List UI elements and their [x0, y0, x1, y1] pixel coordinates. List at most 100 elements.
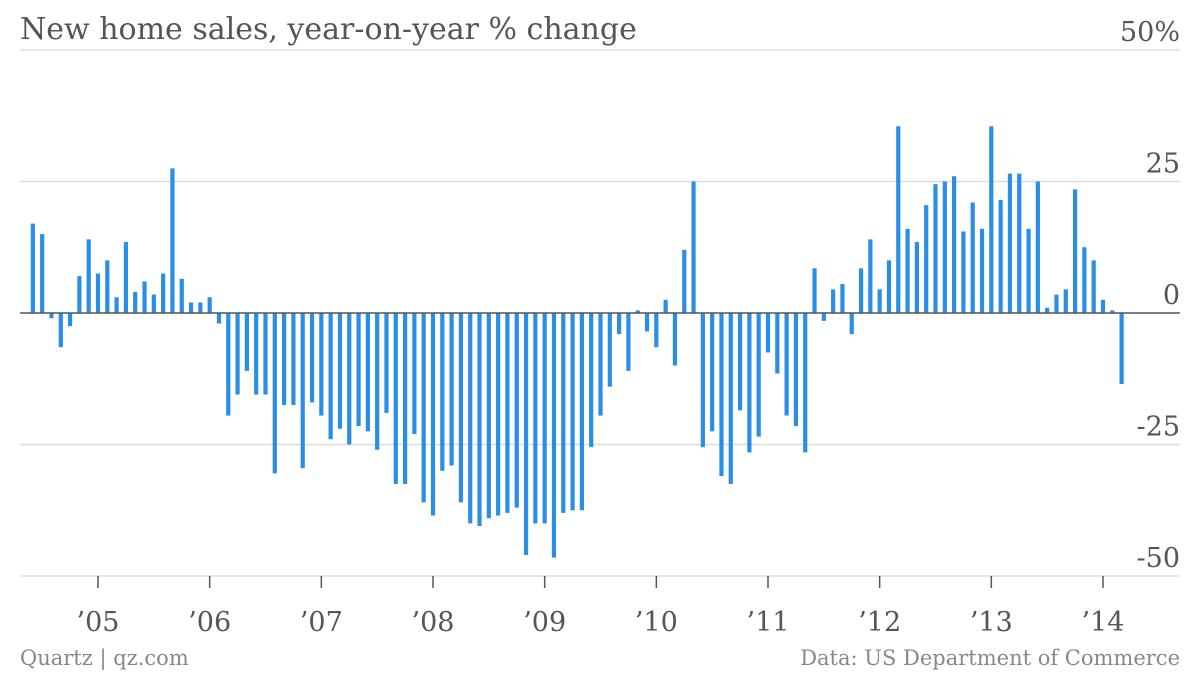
bar-99 [952, 176, 957, 313]
bar-35 [356, 313, 361, 427]
bar-70 [682, 249, 687, 313]
source-credit: Quartz | qz.com [20, 646, 189, 670]
bar-22 [235, 313, 240, 395]
bar-38 [384, 313, 389, 413]
bar-71 [691, 181, 696, 313]
bar-100 [961, 231, 966, 313]
bar-83 [803, 313, 808, 453]
bar-113 [1082, 247, 1087, 313]
bar-86 [831, 289, 836, 313]
bar-3 [58, 313, 63, 348]
bar-74 [719, 313, 724, 477]
bar-49 [486, 313, 491, 519]
bar-87 [840, 284, 845, 313]
bar-36 [365, 313, 370, 432]
x-tick-label-1: ’06 [188, 607, 231, 638]
bar-48 [477, 313, 482, 527]
bar-112 [1072, 189, 1078, 313]
x-tick-label-5: ’10 [635, 607, 678, 638]
bar-64 [626, 313, 631, 371]
bar-43 [430, 313, 436, 516]
x-tick-label-4: ’09 [523, 607, 566, 638]
bar-55 [542, 313, 547, 524]
bar-37 [375, 313, 380, 450]
bar-27 [282, 313, 287, 406]
bar-16 [179, 278, 184, 313]
bar-76 [737, 313, 743, 411]
bar-75 [728, 313, 733, 484]
y-tick-label-2: 0 [1163, 280, 1180, 311]
bar-81 [784, 313, 789, 416]
bar-77 [747, 313, 752, 453]
bar-85 [821, 313, 826, 321]
bar-59 [579, 313, 584, 511]
bar-11 [133, 291, 138, 313]
x-tick-label-6: ’11 [747, 607, 790, 638]
bar-108 [1035, 181, 1040, 313]
data-source: Data: US Department of Commerce [800, 646, 1180, 670]
bar-114 [1091, 260, 1096, 313]
bar-26 [272, 313, 277, 474]
bar-24 [254, 313, 259, 395]
bar-78 [756, 313, 761, 437]
grid-lines [20, 49, 1180, 577]
bar-46 [458, 313, 464, 503]
chart-title: New home sales, year-on-year % change [20, 12, 637, 47]
bar-92 [886, 260, 892, 313]
bar-66 [644, 313, 650, 332]
bar-72 [700, 313, 705, 448]
bar-94 [905, 228, 910, 313]
bar-68 [663, 299, 668, 313]
bar-73 [710, 313, 715, 432]
bar-15 [170, 168, 175, 313]
bar-80 [775, 313, 780, 374]
bar-50 [496, 313, 501, 516]
bar-34 [347, 313, 352, 445]
bar-82 [793, 313, 799, 427]
bar-93 [896, 126, 901, 314]
y-tick-label-3: -25 [1137, 412, 1180, 443]
bar-6 [86, 239, 91, 313]
bar-7 [95, 273, 101, 313]
bar-14 [161, 273, 166, 313]
bar-20 [216, 313, 222, 324]
bar-44 [440, 313, 445, 471]
bar-31 [319, 313, 324, 416]
bar-45 [449, 313, 454, 466]
bar-32 [328, 313, 333, 440]
bar-2 [49, 313, 54, 319]
x-tick-label-2: ’07 [300, 607, 343, 638]
bar-106 [1017, 173, 1022, 313]
bar-65 [635, 310, 640, 313]
bar-109 [1045, 307, 1050, 313]
bar-111 [1063, 289, 1068, 313]
bar-10 [123, 241, 129, 313]
x-tick-label-9: ’14 [1082, 607, 1125, 638]
bar-96 [924, 205, 929, 313]
bar-51 [505, 313, 510, 513]
bar-103 [989, 126, 994, 314]
bar-4 [67, 313, 73, 327]
bar-58 [570, 313, 575, 511]
bar-116 [1110, 310, 1115, 313]
bar-79 [765, 313, 771, 353]
bar-19 [207, 297, 212, 313]
bar-102 [979, 228, 985, 313]
bar-18 [198, 302, 203, 313]
bar-21 [226, 313, 231, 416]
bar-90 [868, 239, 873, 313]
bar-63 [617, 313, 622, 335]
x-tick-label-7: ’12 [858, 607, 901, 638]
bar-61 [598, 313, 603, 416]
bar-101 [970, 202, 975, 313]
bars [30, 126, 1124, 558]
bar-56 [551, 313, 557, 558]
bar-117 [1119, 313, 1124, 385]
bar-62 [607, 313, 612, 387]
bar-97 [933, 184, 938, 313]
bar-105 [1007, 173, 1013, 313]
bar-53 [523, 313, 529, 555]
bar-9 [114, 297, 119, 313]
bar-28 [291, 313, 296, 406]
x-tick-label-3: ’08 [412, 607, 455, 638]
